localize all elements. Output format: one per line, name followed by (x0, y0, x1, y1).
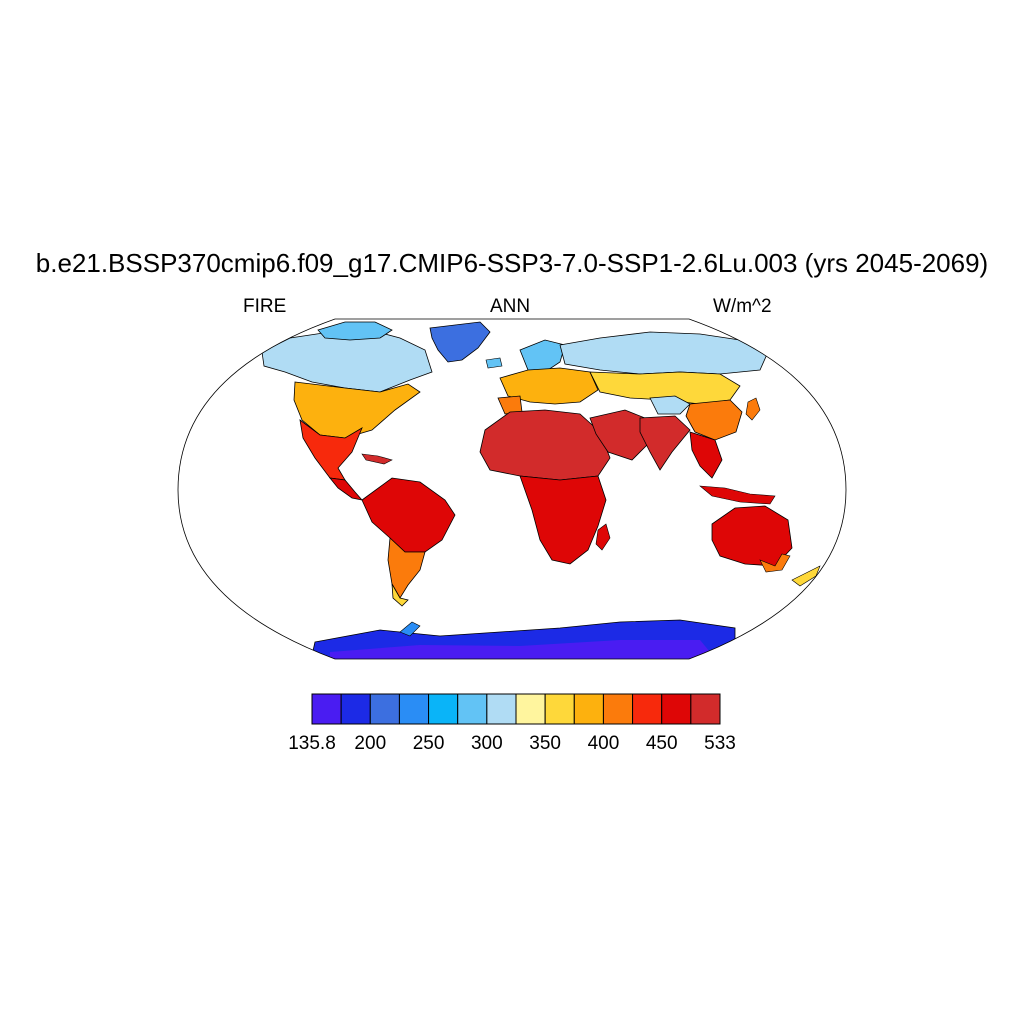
tibet (649, 395, 691, 415)
colorbar-label: 250 (412, 733, 445, 754)
east-asia (685, 399, 743, 441)
south-america-tropics (361, 477, 456, 553)
colorbar-box (515, 693, 546, 725)
arabia (589, 409, 653, 461)
colorbar-box (661, 693, 692, 725)
colorbar-label: 135.8 (288, 733, 336, 754)
plot-title: b.e21.BSSP370cmip6.f09_g17.CMIP6-SSP3-7.… (35, 248, 989, 278)
south-america-south (387, 537, 426, 599)
indonesia (699, 485, 776, 505)
map-boundary (177, 318, 847, 660)
colorbar-label: 533 (704, 733, 736, 754)
siberia (559, 331, 769, 375)
variable-label: FIRE (243, 296, 287, 317)
iceland (485, 357, 503, 369)
patagonia (391, 583, 409, 607)
units-label: W/m^2 (713, 296, 772, 317)
colorbar-box (486, 693, 517, 725)
antarctica-interior (330, 640, 720, 659)
india (639, 415, 691, 471)
australia-southeast (759, 553, 791, 573)
colorbar-label: 350 (529, 733, 561, 754)
colorbar-box (311, 693, 342, 725)
caribbean-islands (361, 453, 393, 465)
colorbar-box (690, 693, 721, 725)
north-america-south (299, 419, 363, 481)
southeast-asia (689, 431, 723, 479)
japan (745, 397, 761, 421)
colorbar-box (398, 693, 430, 725)
colorbar-label: 450 (645, 733, 678, 754)
colorbar-box (632, 693, 663, 725)
colorbar-box (457, 693, 488, 725)
colorbar-box (369, 693, 400, 725)
north-america-temperate (293, 381, 421, 439)
africa-central (519, 475, 607, 565)
colorbar-label: 400 (587, 733, 620, 754)
season-label: ANN (490, 296, 531, 317)
colorbar-box (428, 693, 459, 725)
colorbar-box (602, 693, 634, 725)
colorbar-label: 200 (354, 733, 387, 754)
colorbar-label: 300 (470, 733, 503, 754)
madagascar (595, 523, 611, 551)
colorbar-box (573, 693, 604, 725)
antarctic-peninsula (399, 621, 421, 637)
canadian-archipelago (317, 321, 393, 341)
new-zealand (791, 565, 821, 587)
colorbar-box (340, 693, 371, 725)
greenland (429, 321, 491, 363)
africa-north (479, 409, 611, 481)
colorbar-box (544, 693, 575, 725)
